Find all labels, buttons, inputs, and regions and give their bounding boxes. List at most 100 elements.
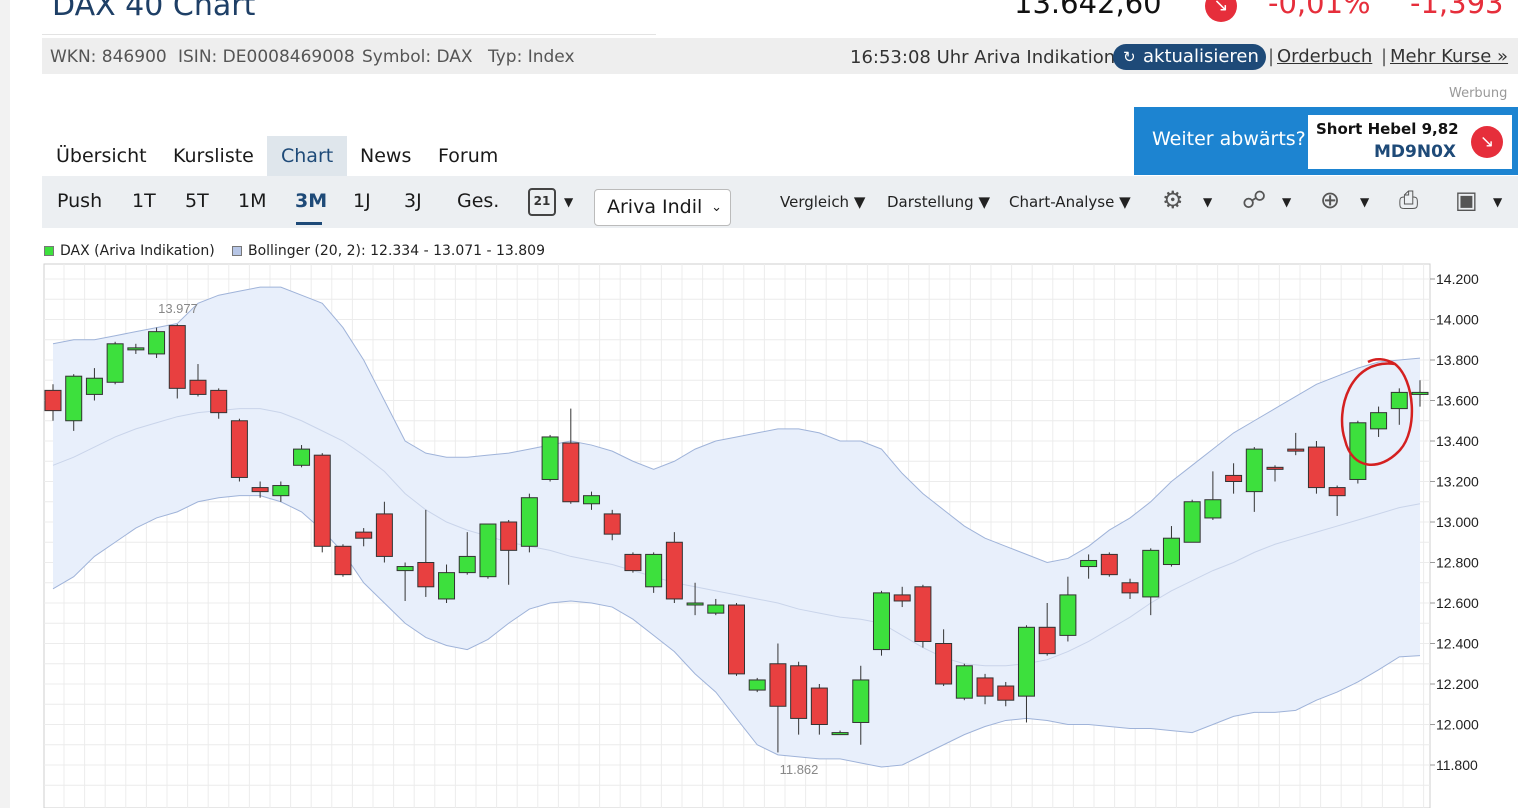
chevron-down-icon[interactable]: ▼ (1493, 195, 1503, 209)
more-prices-link[interactable]: Mehr Kurse » (1390, 46, 1509, 67)
symbol-label: Symbol: DAX (362, 47, 473, 67)
separator: | (1381, 46, 1388, 67)
y-tick-label: 11.800 (1436, 757, 1478, 773)
period-1m[interactable]: 1M (238, 190, 267, 212)
candle-body (1411, 391, 1429, 395)
chevron-down-icon[interactable]: ▼ (1360, 195, 1370, 209)
period-push[interactable]: Push (57, 190, 103, 212)
candle-body (914, 586, 932, 642)
legend-series-label: DAX (Ariva Indikation) (60, 243, 215, 259)
legend-series: DAX (Ariva Indikation) (44, 243, 215, 259)
candle-body (997, 685, 1015, 701)
title-divider (42, 34, 656, 35)
y-tick-label: 14.200 (1436, 271, 1479, 287)
tab-chart[interactable]: Chart (267, 136, 348, 176)
candle-body (831, 732, 849, 736)
printer-icon[interactable]: ⎙ (1399, 186, 1419, 214)
ad-banner[interactable]: Weiter abwärts? Short Hebel 9,82 MD9N0X … (1134, 107, 1518, 175)
candle-body (1266, 466, 1284, 470)
candle-body (1162, 537, 1180, 566)
orderbook-link[interactable]: Orderbuch (1277, 46, 1373, 67)
candle-body (707, 604, 725, 614)
chevron-down-icon[interactable]: ▼ (1203, 195, 1213, 209)
ad-text: Weiter abwärts? (1152, 128, 1306, 150)
candle-body (1204, 499, 1222, 519)
compare-menu[interactable]: Vergleich ▼ (780, 193, 865, 211)
chevron-down-icon[interactable]: ▼ (564, 195, 574, 209)
candle-body (1225, 474, 1243, 482)
type-label: Typ: Index (488, 47, 575, 67)
nodes-icon[interactable]: ☍ (1242, 186, 1267, 214)
candle-body (520, 497, 538, 547)
candle-body (769, 663, 787, 707)
y-tick-label: 13.200 (1436, 474, 1479, 490)
display-menu[interactable]: Darstellung ▼ (887, 193, 990, 211)
candle-body (624, 553, 642, 572)
chevron-down-icon[interactable]: ▼ (1282, 195, 1292, 209)
candle-body (334, 545, 352, 576)
save-icon[interactable]: ▣ (1455, 186, 1478, 214)
candle-body (189, 379, 207, 395)
active-period-indicator (296, 222, 322, 225)
candle-body (645, 553, 663, 588)
period-3m[interactable]: 3M (295, 190, 328, 212)
candle-body (127, 347, 145, 351)
candle-body (603, 513, 621, 535)
candle-body (479, 523, 497, 578)
candle-body (1080, 559, 1098, 568)
page-left-rule (0, 0, 10, 808)
change-percent: -0,01% (1268, 0, 1371, 20)
wkn-label: WKN: 846900 (50, 47, 167, 67)
high-label: 13.977 (158, 301, 198, 316)
calendar-day: 21 (533, 194, 551, 208)
candle-body (1328, 487, 1346, 497)
low-label: 11.862 (780, 762, 819, 777)
candle-body (168, 325, 186, 389)
candle-body (748, 679, 766, 691)
legend-swatch-series (44, 246, 54, 256)
y-tick-label: 12.600 (1436, 595, 1479, 611)
candle-body (1183, 501, 1201, 543)
arrow-down-right-icon: ↘ (1471, 126, 1503, 158)
period-5t[interactable]: 5T (185, 190, 209, 212)
period-1j[interactable]: 1J (353, 190, 371, 212)
y-tick-label: 12.000 (1436, 717, 1479, 733)
candle-body (106, 343, 124, 383)
separator: | (1268, 46, 1275, 67)
ad-product-name: Short Hebel 9,82 (1316, 120, 1459, 138)
tab-news[interactable]: News (360, 145, 412, 167)
candle-body (1307, 446, 1325, 489)
refresh-button[interactable]: ↻ aktualisieren (1113, 44, 1266, 70)
candle-body (210, 389, 228, 414)
candle-body (1245, 448, 1263, 493)
tab-overview[interactable]: Übersicht (56, 145, 147, 167)
period-1t[interactable]: 1T (132, 190, 156, 212)
ad-product-box[interactable]: Short Hebel 9,82 MD9N0X ↘ (1308, 115, 1512, 169)
period-total[interactable]: Ges. (457, 190, 500, 212)
candle-body (293, 448, 311, 466)
candle-body (355, 531, 373, 539)
candle-body (583, 495, 601, 505)
bollinger-mid-line (52, 408, 1421, 667)
candle-body (935, 643, 953, 685)
candle-body (458, 555, 476, 574)
candle-body (1100, 553, 1118, 576)
calendar-icon[interactable]: 21 (528, 188, 556, 216)
tab-price-list[interactable]: Kursliste (173, 145, 254, 167)
period-3j[interactable]: 3J (404, 190, 422, 212)
zoom-in-icon[interactable]: ⊕ (1320, 186, 1341, 214)
gear-icon[interactable]: ⚙ (1162, 186, 1184, 214)
chevron-down-icon: ▼ (1119, 193, 1131, 211)
source-select[interactable]: Ariva Indil ⌄ (594, 189, 731, 226)
tab-forum[interactable]: Forum (438, 145, 499, 167)
chart-analysis-menu[interactable]: Chart-Analyse ▼ (1009, 193, 1131, 211)
candle-body (438, 572, 456, 600)
y-tick-label: 13.800 (1436, 352, 1479, 368)
candle-body (1017, 626, 1035, 697)
candle-body (872, 592, 890, 651)
chevron-down-icon: ▼ (853, 193, 866, 211)
candle-body (65, 375, 83, 422)
y-tick-label: 13.600 (1436, 393, 1479, 409)
bollinger-upper-line (52, 286, 1421, 564)
